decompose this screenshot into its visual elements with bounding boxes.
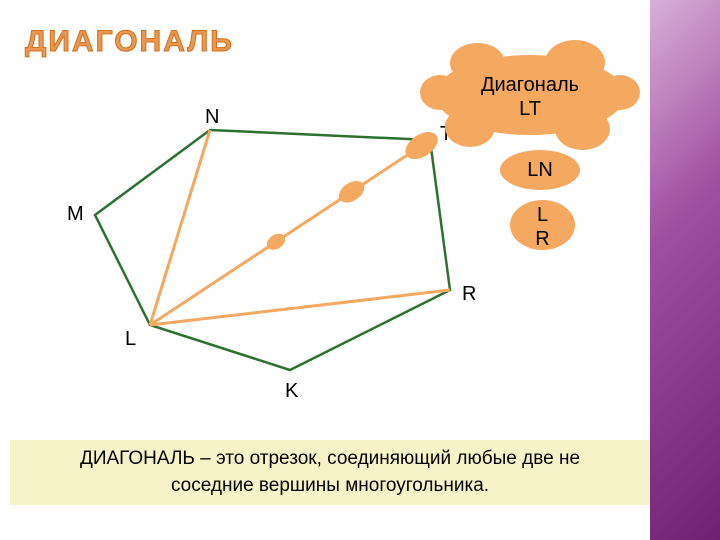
polygon-svg: NTRKLM	[30, 100, 490, 400]
slide-title: ДИАГОНАЛЬ	[25, 25, 234, 59]
polygon-diagram: NTRKLM	[30, 100, 490, 400]
svg-text:K: K	[285, 380, 299, 400]
callout-main-line1: Диагональ	[481, 74, 579, 96]
svg-text:N: N	[205, 106, 219, 128]
definition-box: ДИАГОНАЛЬ – это отрезок, соединяющий люб…	[10, 440, 650, 505]
callout-main-line2: LT	[519, 98, 541, 120]
svg-text:L: L	[125, 328, 136, 350]
gradient-border	[650, 0, 720, 540]
callout-ln: LN	[500, 150, 580, 190]
slide-container: ДИАГОНАЛЬ NTRKLM Диагональ LT LN L R ДИА…	[0, 0, 720, 540]
callout-main-diagonal: Диагональ LT	[435, 55, 625, 135]
definition-text: ДИАГОНАЛЬ – это отрезок, соединяющий люб…	[40, 446, 620, 499]
svg-text:R: R	[462, 283, 476, 305]
callout-lr: L R	[510, 200, 575, 250]
svg-text:M: M	[67, 203, 84, 225]
